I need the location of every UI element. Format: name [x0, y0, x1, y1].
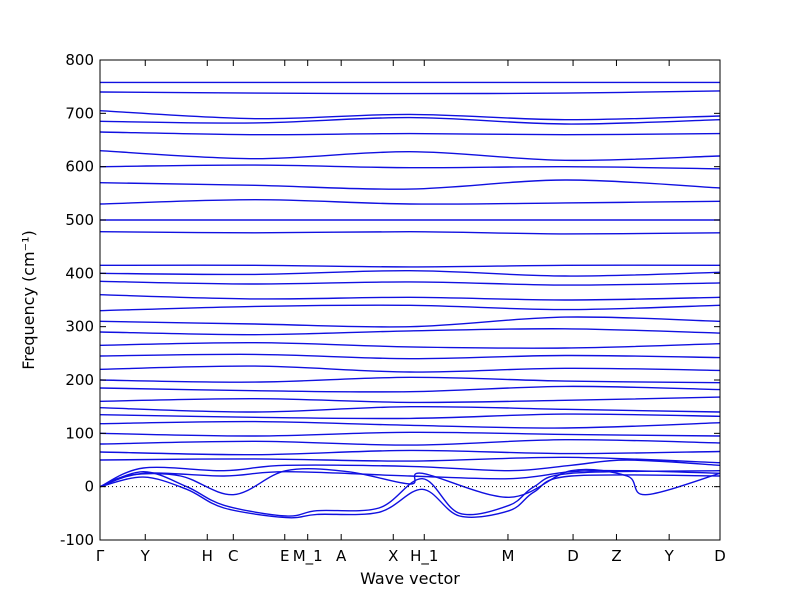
band-line-8 — [100, 179, 720, 190]
y-tick-label: 500 — [65, 211, 94, 229]
band-line-3 — [100, 110, 720, 121]
band-line-9 — [100, 198, 720, 205]
x-tick-label: Γ — [96, 547, 105, 565]
band-line-18 — [100, 328, 720, 336]
band-line-19 — [100, 341, 720, 349]
band-line-16 — [100, 304, 720, 312]
x-tick-label: H — [202, 547, 213, 565]
band-line-6 — [100, 150, 720, 162]
x-tick-label: Z — [611, 547, 621, 565]
y-tick-label: 300 — [65, 318, 94, 336]
band-line-30 — [100, 449, 720, 456]
band-line-27 — [100, 420, 720, 429]
band-line-23 — [100, 385, 720, 393]
y-tick-label: 800 — [65, 51, 94, 69]
band-line-15 — [100, 294, 720, 301]
band-line-35 — [100, 470, 720, 517]
band-line-26 — [100, 413, 720, 420]
x-tick-label: C — [228, 547, 238, 565]
band-line-24 — [100, 396, 720, 404]
band-line-28 — [100, 431, 720, 437]
band-line-14 — [100, 280, 720, 286]
band-line-33 — [100, 469, 720, 488]
x-tick-label: D — [567, 547, 579, 565]
y-tick-label: 400 — [65, 264, 94, 282]
band-line-17 — [100, 316, 720, 328]
x-tick-label: X — [388, 547, 398, 565]
band-series-group — [100, 81, 720, 519]
band-line-22 — [100, 376, 720, 384]
band-line-7 — [100, 164, 720, 170]
band-line-34 — [100, 468, 720, 499]
y-tick-label: -100 — [60, 531, 94, 549]
band-line-13 — [100, 269, 720, 277]
band-line-25 — [100, 405, 720, 413]
band-line-11 — [100, 230, 720, 235]
band-line-32 — [100, 459, 720, 488]
x-tick-label: H_1 — [410, 547, 438, 566]
band-line-5 — [100, 131, 720, 136]
y-axis-title: Frequency (cm⁻¹) — [19, 230, 38, 369]
plot-frame — [99, 59, 721, 541]
x-tick-label: M_1 — [293, 547, 323, 566]
band-line-29 — [100, 438, 720, 446]
y-axis-ticks: -100 0 100 200 300 400 500 600 700 800 — [60, 51, 720, 549]
x-tick-label: D — [714, 547, 726, 565]
band-line-4 — [100, 116, 720, 125]
band-line-12 — [100, 264, 720, 268]
band-line-36 — [100, 474, 720, 519]
x-tick-label: E — [280, 547, 289, 565]
band-line-21 — [100, 365, 720, 373]
y-tick-label: 0 — [84, 478, 94, 496]
band-line-20 — [100, 353, 720, 360]
x-tick-label: M — [501, 547, 514, 565]
y-tick-label: 200 — [65, 371, 94, 389]
x-tick-label: Y — [664, 547, 675, 565]
y-tick-label: 100 — [65, 424, 94, 442]
x-axis-title: Wave vector — [360, 569, 460, 588]
y-tick-label: 600 — [65, 158, 94, 176]
band-line-2 — [100, 90, 720, 95]
x-tick-label: A — [336, 547, 347, 565]
y-tick-label: 700 — [65, 104, 94, 122]
band-line-31 — [100, 456, 720, 464]
x-axis-ticks: Γ Y H C E M_1 A X H_1 M D Z Y D — [96, 534, 726, 566]
x-tick-label: Y — [140, 547, 151, 565]
